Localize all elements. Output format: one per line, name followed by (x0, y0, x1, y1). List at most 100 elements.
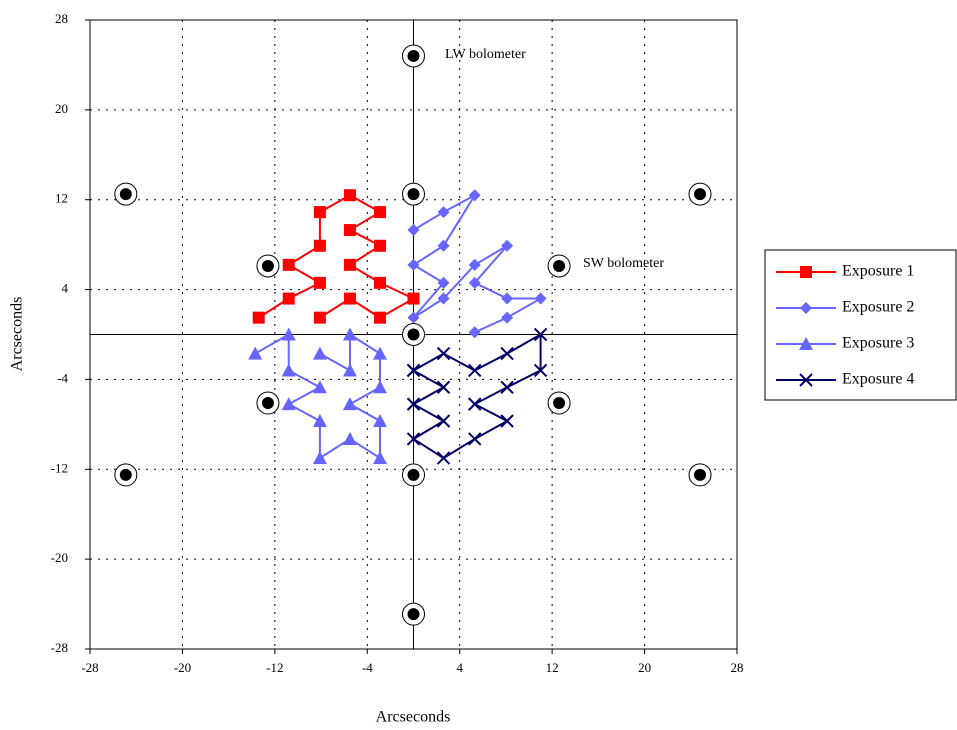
bolometer-dot (407, 49, 420, 62)
y-axis-label: Arcseconds (9, 297, 26, 372)
bolometer-dot (553, 259, 566, 272)
marker (468, 397, 482, 411)
bolometer (547, 254, 571, 278)
y-tick-label: 28 (55, 11, 68, 26)
bolometer-dot (694, 188, 707, 201)
marker (468, 363, 482, 378)
marker (406, 363, 421, 378)
y-tick-label: -4 (57, 370, 68, 385)
marker (312, 413, 327, 427)
marker (313, 206, 326, 219)
marker (248, 346, 263, 360)
marker (468, 276, 481, 289)
marker (500, 414, 514, 428)
y-tick-label: -28 (51, 640, 68, 655)
marker (500, 380, 514, 394)
y-tick-label: 4 (62, 281, 69, 296)
marker (373, 206, 386, 219)
marker (373, 311, 386, 324)
bolometer-dot (119, 468, 132, 481)
marker (468, 189, 481, 202)
bolometer-dot (407, 468, 420, 481)
marker (313, 311, 326, 324)
x-tick-label: 12 (546, 660, 559, 675)
marker (343, 224, 356, 237)
legend-label: Exposure 4 (842, 371, 914, 388)
x-tick-label: -28 (81, 660, 98, 675)
marker (281, 363, 296, 377)
x-tick-label: -4 (362, 660, 373, 675)
marker (312, 380, 327, 394)
bolometer (114, 463, 138, 487)
x-tick-label: 4 (456, 660, 463, 675)
marker (534, 292, 547, 305)
bolometer (547, 391, 571, 415)
marker (468, 326, 481, 339)
marker (342, 397, 357, 411)
marker (468, 258, 481, 271)
bolometer (256, 391, 280, 415)
bolometer (402, 182, 425, 206)
marker (407, 224, 420, 237)
marker (343, 189, 356, 202)
marker (313, 239, 326, 252)
marker (501, 311, 514, 324)
marker (252, 311, 265, 324)
bolometer (402, 323, 425, 346)
marker (468, 432, 482, 446)
annotation: LW bolometer (445, 47, 526, 62)
series-line (254, 332, 381, 460)
marker (342, 431, 357, 445)
x-tick-label: 28 (731, 660, 744, 675)
marker (533, 327, 548, 342)
legend-marker (800, 302, 812, 314)
bolometer (688, 463, 712, 487)
marker (343, 292, 356, 305)
marker (407, 258, 420, 271)
bolometer-dot (694, 468, 707, 481)
series-line (258, 194, 416, 319)
bolometer-dot (119, 188, 132, 201)
legend-marker (799, 337, 813, 350)
marker (501, 239, 514, 252)
bolometer (402, 44, 425, 68)
marker (407, 311, 420, 324)
annotation: SW bolometer (583, 256, 664, 271)
series-line (411, 332, 542, 460)
legend (764, 249, 957, 401)
bolometer-dot (407, 328, 420, 341)
legend-marker (800, 266, 812, 278)
y-tick-label: 12 (55, 191, 68, 206)
bolometer-dot (261, 259, 274, 272)
marker (437, 239, 450, 252)
legend-label: Exposure 3 (842, 335, 914, 352)
marker (282, 258, 295, 271)
marker (342, 363, 357, 377)
bolometer (402, 463, 425, 487)
y-tick-label: -12 (51, 460, 68, 475)
marker (437, 206, 450, 219)
bolometer-dot (553, 397, 566, 410)
marker (372, 380, 387, 394)
marker (312, 346, 327, 360)
marker (436, 380, 451, 394)
marker (436, 346, 451, 361)
marker (436, 414, 451, 428)
marker (437, 276, 450, 289)
marker (372, 346, 387, 360)
x-tick-label: 20 (638, 660, 651, 675)
bolometer-dot (407, 608, 420, 621)
marker (407, 292, 420, 305)
bolometer-dot (407, 188, 420, 201)
legend-label: Exposure 1 (842, 263, 914, 280)
marker (282, 292, 295, 305)
marker (406, 432, 421, 446)
bolometer-dot (261, 397, 274, 410)
y-tick-label: 20 (55, 101, 68, 116)
marker (373, 239, 386, 252)
marker (436, 451, 451, 465)
marker (312, 451, 327, 465)
marker (372, 451, 387, 465)
marker (372, 413, 387, 427)
